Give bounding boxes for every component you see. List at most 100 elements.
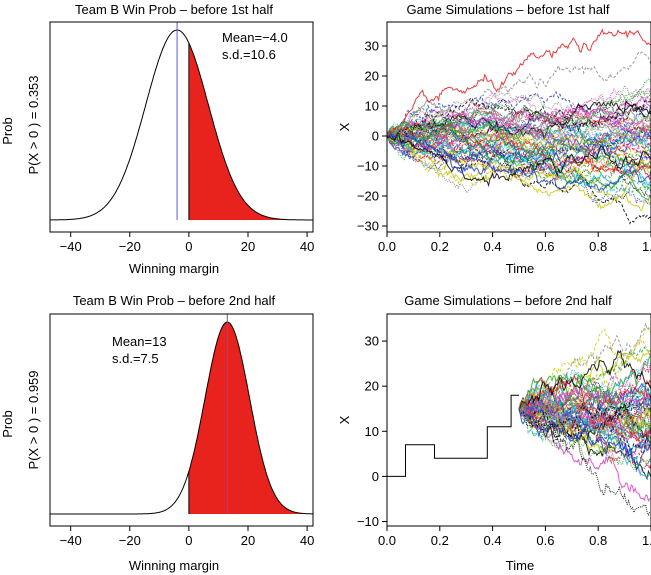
simulation-path <box>386 87 651 138</box>
y-axis-label: Prob <box>0 117 15 144</box>
chart-title: Team B Win Prob – before 2nd half <box>73 293 276 308</box>
mean-annotation: Mean=13 <box>112 334 167 349</box>
simulation-path <box>387 121 651 153</box>
sd-annotation: s.d.=7.5 <box>112 351 159 366</box>
x-tick-label: 0.4 <box>484 533 502 548</box>
x-tick-label: 0.0 <box>378 239 396 254</box>
y-tick-label: 30 <box>365 39 379 54</box>
x-tick-label: 0.2 <box>431 239 449 254</box>
simulation-path <box>386 51 651 138</box>
y-tick-label: −30 <box>357 219 379 234</box>
simulation-path <box>386 132 651 172</box>
simulation-path <box>518 357 651 426</box>
x-tick-label: −40 <box>60 533 82 548</box>
simulation-path <box>518 408 651 466</box>
x-axis: −40 −20 0 20 40 <box>60 232 314 254</box>
x-tick-label: 0.8 <box>589 533 607 548</box>
x-tick-label: 0 <box>185 533 192 548</box>
y-tick-label: −10 <box>357 514 379 529</box>
x-tick-label: 0.2 <box>431 533 449 548</box>
chart-title: Team B Win Prob – before 1st half <box>75 2 273 17</box>
plot-frame <box>49 21 314 233</box>
chart-title: Game Simulations – before 2nd half <box>404 293 612 308</box>
y-tick-label: 0 <box>372 469 379 484</box>
simulation-path <box>518 405 651 456</box>
x-tick-label: 0.6 <box>536 533 554 548</box>
simulation-path <box>386 131 651 192</box>
x-tick-label: −40 <box>60 239 82 254</box>
panel-game-sims-1st-half: Game Simulations – before 1st half Time … <box>337 2 651 276</box>
plot-frame <box>386 21 651 233</box>
simulation-path <box>386 124 651 173</box>
mean-annotation: Mean=−4.0 <box>222 30 288 45</box>
y-tick-label: 30 <box>365 334 379 349</box>
x-tick-label: 0.8 <box>589 239 607 254</box>
simulation-path <box>518 396 651 455</box>
simulation-path <box>386 110 651 155</box>
simulation-path <box>386 96 651 143</box>
x-axis: 0.0 0.2 0.4 0.6 0.8 1.0 <box>378 232 651 254</box>
density-curve <box>50 29 313 221</box>
simulation-path <box>386 84 651 141</box>
y-tick-label: 0 <box>372 129 379 144</box>
simulation-path <box>518 395 651 443</box>
y-tick-label: 10 <box>365 99 379 114</box>
x-tick-label: −20 <box>119 239 141 254</box>
x-tick-label: 40 <box>300 239 314 254</box>
simulation-paths <box>386 28 651 225</box>
simulation-path <box>386 28 651 137</box>
simulation-path <box>518 399 651 444</box>
simulation-path <box>386 118 651 149</box>
shaded-probability-area <box>188 44 313 220</box>
y-axis-label: X <box>337 415 352 424</box>
simulation-path <box>386 135 651 211</box>
simulation-path <box>386 134 651 210</box>
simulation-path <box>386 119 651 170</box>
x-tick-label: 0 <box>185 239 192 254</box>
x-axis-label: Time <box>506 261 534 276</box>
simulation-path <box>386 115 651 150</box>
simulation-path <box>518 382 651 479</box>
simulation-path <box>518 387 651 418</box>
simulation-path <box>386 104 651 151</box>
y-axis-label: Prob <box>0 410 15 437</box>
simulation-path <box>386 107 651 164</box>
simulation-path <box>518 396 651 454</box>
y-tick-label: 20 <box>365 69 379 84</box>
simulation-paths <box>518 322 651 516</box>
y-axis: −10 0 10 20 30 <box>357 334 388 529</box>
x-axis-label: Time <box>506 558 534 573</box>
simulation-path <box>386 133 651 186</box>
x-axis-label: Winning margin <box>129 261 219 276</box>
plot-frame <box>49 313 314 527</box>
simulation-path <box>386 104 651 140</box>
simulation-path <box>518 408 651 502</box>
x-tick-label: 0.0 <box>378 533 396 548</box>
observed-score-path <box>387 394 519 477</box>
plot-frame <box>386 313 651 527</box>
x-tick-label: 20 <box>241 533 255 548</box>
sd-annotation: s.d.=10.6 <box>222 47 276 62</box>
y-tick-label: 10 <box>365 424 379 439</box>
simulation-path <box>386 121 651 152</box>
panel-win-prob-2nd-half: Team B Win Prob – before 2nd half Winnin… <box>0 293 314 573</box>
simulation-path <box>386 90 651 137</box>
simulation-path <box>518 328 651 409</box>
simulation-path <box>386 111 651 158</box>
simulation-path <box>518 374 651 410</box>
x-axis: −40 −20 0 20 40 <box>60 526 314 548</box>
simulation-path <box>386 99 651 144</box>
simulation-path <box>518 349 651 410</box>
simulation-path <box>518 403 651 450</box>
x-tick-label: 1.0 <box>642 533 651 548</box>
panel-win-prob-1st-half: Team B Win Prob – before 1st half Winnin… <box>0 2 314 276</box>
y-axis-prob-label: P(X > 0 ) = 0.353 <box>26 75 41 174</box>
simulation-path <box>386 131 651 187</box>
chart-title: Game Simulations – before 1st half <box>406 2 609 17</box>
x-axis: 0.0 0.2 0.4 0.6 0.8 1.0 <box>378 526 651 548</box>
x-tick-label: 20 <box>241 239 255 254</box>
shaded-probability-area <box>188 322 313 514</box>
y-tick-label: 20 <box>365 379 379 394</box>
y-tick-label: −10 <box>357 159 379 174</box>
